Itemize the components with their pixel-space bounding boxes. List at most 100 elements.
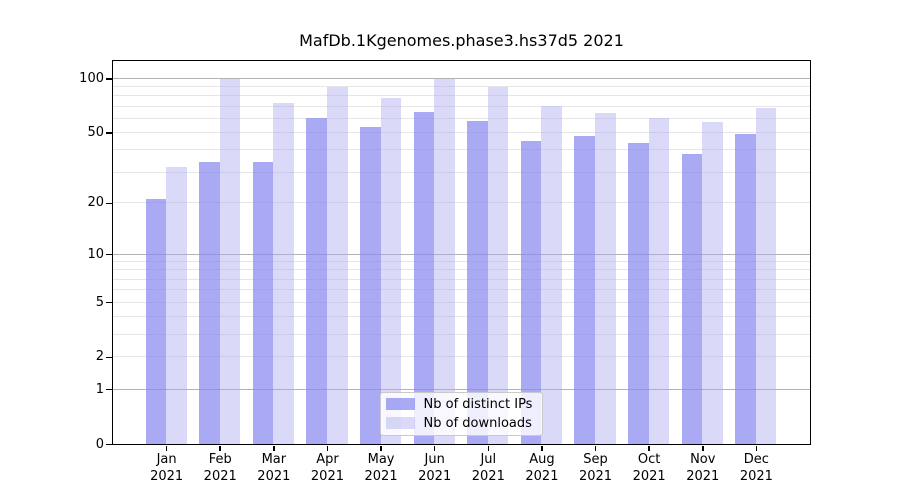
x-tick-label-sep: Sep 2021: [556, 452, 636, 485]
x-tick-month-jul: Jul: [480, 452, 497, 467]
legend-item-distinct-ips: Nb of distinct IPs: [385, 396, 534, 412]
x-tick-label-jun: Jun 2021: [395, 452, 475, 485]
gridline-minor-9: [112, 261, 810, 263]
y-tick-label-1: 1: [95, 381, 104, 397]
gridline-minor-30: [112, 171, 810, 173]
x-tick-month-oct: Oct: [637, 452, 661, 467]
x-tick-year-aug: 2021: [525, 468, 559, 484]
y-tick-label-100: 100: [79, 71, 104, 86]
x-tick-month-apr: Apr: [316, 452, 339, 467]
x-tick-label-aug: Aug 2021: [502, 452, 582, 485]
x-tick-feb: [219, 446, 221, 451]
x-tick-aug: [541, 446, 543, 451]
y-tick-50: [106, 132, 112, 134]
x-tick-month-aug: Aug: [529, 452, 555, 467]
gridline-minor-60: [112, 117, 810, 119]
y-tick-100: [106, 78, 112, 80]
x-tick-year-may: 2021: [364, 468, 398, 484]
y-tick-label-50: 50: [87, 125, 104, 141]
x-tick-mar: [273, 446, 275, 451]
x-tick-label-nov: Nov 2021: [663, 452, 743, 485]
bar-distinct-ips-aug: [520, 140, 542, 444]
x-tick-year-apr: 2021: [310, 468, 344, 484]
y-tick-label-20: 20: [87, 195, 104, 211]
y-tick-label-0: 0: [95, 436, 104, 452]
legend-swatch-downloads: [385, 417, 415, 429]
x-tick-may: [380, 446, 382, 451]
gridline-minor-7: [112, 278, 810, 280]
x-tick-label-may: May 2021: [341, 452, 421, 485]
bar-distinct-ips-jun: [413, 112, 435, 444]
gridline-minor-8: [112, 269, 810, 271]
bar-distinct-ips-sep: [574, 135, 596, 444]
x-tick-label-apr: Apr 2021: [287, 452, 367, 485]
legend-item-downloads: Nb of downloads: [385, 416, 534, 431]
x-tick-year-jul: 2021: [471, 468, 505, 484]
gridline-minor-5: [112, 301, 810, 303]
legend: Nb of distinct IPs Nb of downloads: [379, 391, 543, 436]
x-tick-label-oct: Oct 2021: [609, 452, 689, 485]
gridline-minor-2: [112, 356, 810, 358]
bar-downloads-oct: [648, 118, 670, 444]
bar-distinct-ips-mar: [252, 162, 274, 444]
x-tick-jun: [433, 446, 436, 451]
bar-distinct-ips-nov: [681, 153, 703, 444]
x-tick-label-jan: Jan 2021: [127, 452, 207, 485]
x-tick-month-nov: Nov: [690, 452, 716, 467]
x-tick-oct: [648, 446, 650, 451]
x-tick-label-jul: Jul 2021: [448, 452, 528, 485]
bar-downloads-sep: [595, 113, 616, 444]
bar-downloads-dec: [755, 107, 777, 444]
x-tick-month-dec: Dec: [743, 452, 769, 467]
x-tick-year-feb: 2021: [203, 468, 237, 484]
bar-distinct-ips-may: [359, 126, 381, 444]
y-tick-2: [106, 356, 112, 359]
gridline-minor-90: [112, 86, 810, 88]
y-tick-10: [106, 253, 112, 256]
bar-downloads-jul: [487, 86, 509, 444]
bars-layer: [113, 61, 810, 444]
bar-downloads-feb: [219, 79, 241, 444]
x-tick-year-dec: 2021: [739, 468, 773, 484]
x-tick-year-jun: 2021: [418, 468, 452, 484]
x-tick-year-mar: 2021: [257, 468, 291, 484]
gridline-major-10: [112, 253, 810, 255]
x-tick-year-nov: 2021: [686, 468, 720, 484]
gridline-minor-80: [112, 95, 810, 97]
bar-distinct-ips-apr: [306, 118, 327, 444]
x-tick-label-dec: Dec 2021: [716, 452, 796, 485]
gridline-major-100: [112, 78, 810, 79]
x-tick-month-feb: Feb: [208, 452, 232, 467]
bar-downloads-may: [380, 97, 402, 444]
gridline-minor-50: [112, 132, 810, 134]
x-tick-month-jan: Jan: [156, 452, 177, 467]
x-tick-sep: [594, 446, 597, 451]
x-tick-dec: [755, 446, 758, 451]
bar-distinct-ips-jul: [467, 121, 488, 444]
plot-area: Nb of distinct IPs Nb of downloads: [111, 59, 811, 445]
gridline-major-1: [112, 388, 810, 390]
x-tick-apr: [326, 446, 329, 451]
bar-downloads-jan: [166, 167, 187, 444]
legend-label-distinct-ips: Nb of distinct IPs: [423, 396, 533, 412]
x-tick-year-jan: 2021: [150, 468, 184, 484]
x-tick-jan: [165, 446, 168, 451]
x-tick-jul: [487, 446, 490, 451]
bar-downloads-jun: [434, 78, 455, 444]
gridline-minor-40: [112, 149, 810, 151]
y-tick-label-2: 2: [95, 349, 104, 365]
bar-downloads-mar: [273, 103, 294, 444]
x-tick-year-oct: 2021: [632, 468, 666, 484]
y-tick-label-5: 5: [95, 294, 104, 310]
chart-title: MafDb.1Kgenomes.phase3.hs37d5 2021: [299, 31, 624, 50]
x-tick-month-mar: Mar: [261, 452, 287, 467]
y-tick-label-10: 10: [87, 246, 104, 262]
y-tick-20: [106, 202, 112, 205]
bar-downloads-apr: [326, 86, 348, 444]
bar-downloads-aug: [541, 106, 563, 444]
x-tick-label-mar: Mar 2021: [234, 452, 314, 485]
bar-distinct-ips-oct: [628, 142, 649, 444]
bar-distinct-ips-dec: [735, 134, 756, 444]
bar-distinct-ips-feb: [199, 162, 220, 444]
